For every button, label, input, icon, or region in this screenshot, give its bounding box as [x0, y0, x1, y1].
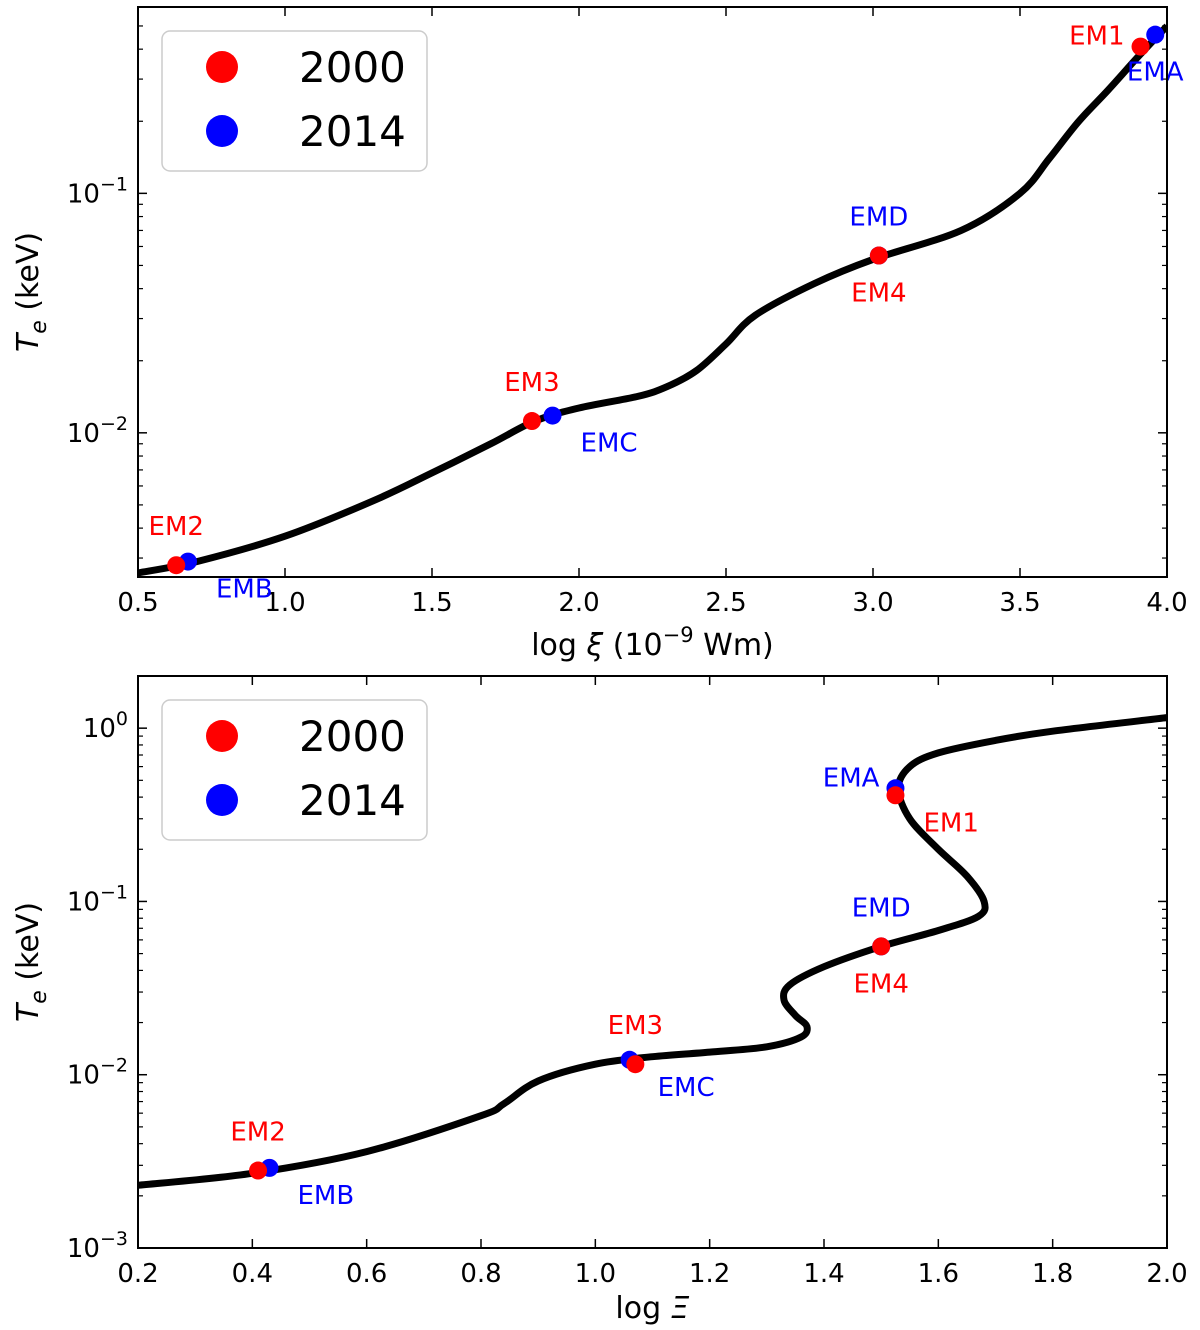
point-emc: [543, 406, 562, 425]
legend-label-2014: 2014: [299, 107, 406, 156]
y-axis-label: Te (keV): [11, 232, 52, 352]
y-tick-label: 10−2: [67, 413, 128, 449]
x-tick-label: 4.0: [1146, 588, 1187, 618]
point-em4: [869, 246, 888, 265]
x-tick-label: 0.6: [346, 1259, 387, 1289]
y-tick-label: 10−3: [67, 1228, 128, 1264]
point-label-em1: EM1: [923, 808, 978, 838]
point-label-em3: EM3: [608, 1011, 663, 1041]
bottom-chart-panel: 100 10−1 10−2 10−30.2 0.4 0.6 0.8 1.0 1.2 1.4 1.6 1…: [11, 675, 1188, 1326]
y-tick-label: 10−2: [67, 1055, 128, 1091]
point-label-em4: EM4: [851, 279, 906, 309]
x-tick-label: 1.6: [918, 1259, 959, 1289]
legend-marker-2000: [206, 720, 238, 752]
point-em2: [249, 1161, 268, 1180]
point-label-em4: EM4: [853, 969, 908, 999]
point-label-em1: EM1: [1069, 22, 1124, 52]
x-tick-label: 1.0: [575, 1259, 616, 1289]
point-label-emb: EMB: [216, 575, 273, 605]
x-tick-label: 2.5: [705, 588, 746, 618]
point-em3: [626, 1055, 645, 1074]
legend-label-2014: 2014: [299, 776, 406, 825]
x-tick-label: 1.5: [411, 588, 452, 618]
plot-frame: [137, 675, 1168, 1249]
point-label-emd: EMD: [849, 203, 908, 233]
legend-marker-2014: [206, 784, 238, 816]
te-curve: [138, 714, 1167, 1189]
y-tick-label: 10−1: [67, 173, 128, 209]
point-label-emc: EMC: [581, 429, 638, 459]
y-tick-label: 100: [83, 708, 128, 744]
legend-marker-2000: [206, 51, 238, 83]
te-curve: [138, 23, 1167, 577]
x-tick-label: 2.0: [1146, 1259, 1187, 1289]
legend: 2000 2014: [161, 699, 428, 841]
x-tick-label: 1.2: [689, 1259, 730, 1289]
x-tick-label: 3.5: [999, 588, 1040, 618]
point-ema: [1146, 25, 1165, 44]
point-label-emc: EMC: [658, 1073, 715, 1103]
legend: 2000 2014: [161, 30, 428, 172]
x-tick-label: 2.0: [558, 588, 599, 618]
point-label-em2: EM2: [149, 512, 204, 542]
x-axis-label: log ξ (10−9 Wm): [531, 623, 774, 663]
x-axis-label: log Ξ: [615, 1291, 689, 1326]
legend-label-2000: 2000: [299, 43, 406, 92]
point-em1: [1131, 37, 1150, 56]
y-tick-label: 10−1: [67, 881, 128, 917]
x-tick-label: 0.2: [117, 1259, 158, 1289]
point-em2: [167, 556, 186, 575]
x-tick-label: 1.0: [264, 588, 305, 618]
point-label-em2: EM2: [230, 1118, 285, 1148]
x-tick-label: 1.8: [1032, 1259, 1073, 1289]
point-label-ema: EMA: [823, 763, 880, 793]
plot-frame: [137, 6, 1168, 578]
x-tick-label: 0.8: [460, 1259, 501, 1289]
point-em4: [872, 937, 891, 956]
x-tick-label: 1.4: [803, 1259, 844, 1289]
y-axis-label: Te (keV): [11, 902, 52, 1022]
legend-marker-2014: [206, 115, 238, 147]
point-label-emb: EMB: [297, 1181, 354, 1211]
point-label-em3: EM3: [504, 368, 559, 398]
legend-label-2000: 2000: [299, 712, 406, 761]
point-label-emd: EMD: [852, 893, 911, 923]
point-em3: [522, 412, 541, 431]
point-label-ema: EMA: [1127, 58, 1184, 88]
x-tick-label: 0.5: [117, 588, 158, 618]
point-em1: [886, 786, 905, 805]
x-tick-label: 0.4: [232, 1259, 273, 1289]
x-tick-label: 3.0: [852, 588, 893, 618]
